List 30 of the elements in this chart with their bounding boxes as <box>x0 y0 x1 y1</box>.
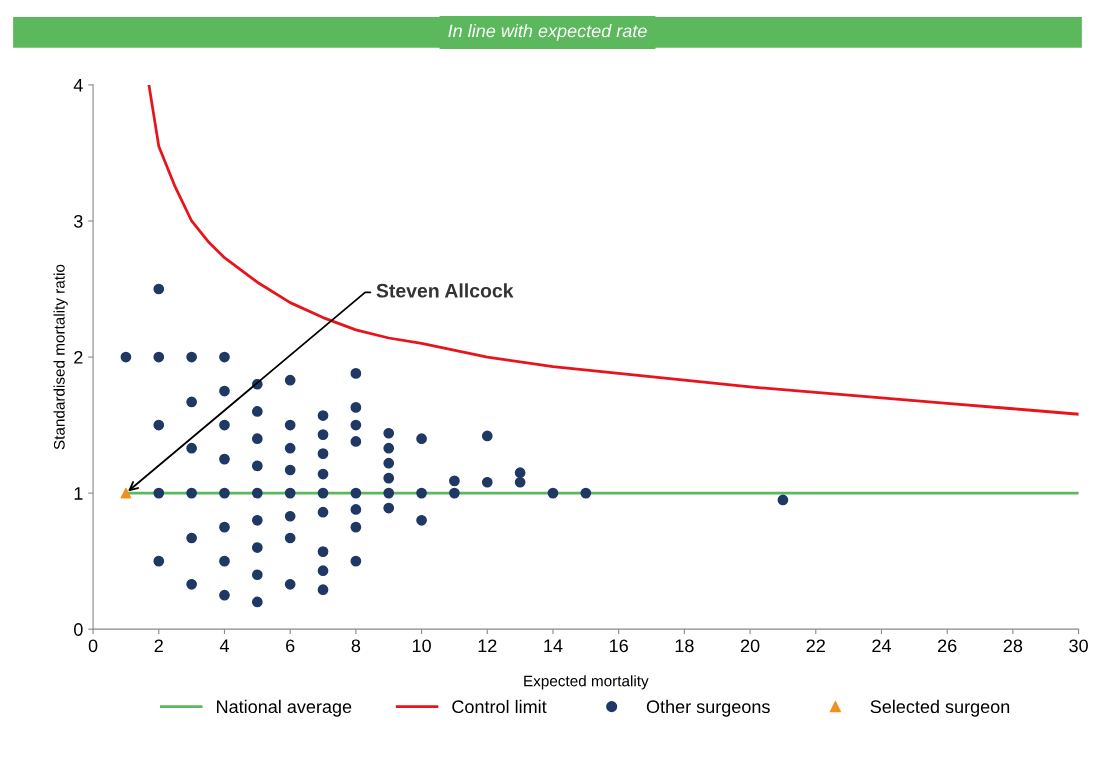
x-tick-label: 20 <box>740 639 760 653</box>
legend-label: Selected surgeon <box>870 699 1010 717</box>
y-tick-label: 0 <box>74 623 83 636</box>
x-tick-label: 6 <box>286 639 295 653</box>
legend-label: National average <box>217 699 352 717</box>
x-tick-label: 28 <box>1003 639 1023 653</box>
x-tick-label: 26 <box>938 639 957 653</box>
x-tick-label: 0 <box>88 639 98 653</box>
y-tick-label: 4 <box>73 79 83 92</box>
legend-label: Other surgeons <box>646 699 770 717</box>
x-tick-label: 18 <box>675 639 694 653</box>
x-tick-label: 14 <box>544 639 563 652</box>
y-axis-title: Standardised mortality ratio <box>53 264 68 450</box>
x-tick-label: 22 <box>806 639 825 652</box>
x-tick-label: 8 <box>351 639 361 653</box>
x-tick-label: 16 <box>610 639 628 653</box>
line-series <box>147 84 1079 416</box>
x-tick-label: 24 <box>872 639 891 652</box>
y-tick-label: 3 <box>74 214 83 228</box>
annotation: Steven Allcock <box>376 283 514 298</box>
x-tick-label: 10 <box>412 639 431 653</box>
legend-label: Control limit <box>452 699 547 714</box>
x-axis-title: Expected mortality <box>524 675 649 690</box>
y-tick-label: 1 <box>74 487 83 500</box>
x-tick-label: 2 <box>154 639 163 652</box>
chart-title: In line with expected rate <box>448 24 647 41</box>
x-tick-label: 12 <box>478 639 497 652</box>
y-tick-label: 2 <box>74 350 83 364</box>
x-tick-label: 4 <box>219 639 229 652</box>
x-tick-label: 30 <box>1069 639 1088 653</box>
